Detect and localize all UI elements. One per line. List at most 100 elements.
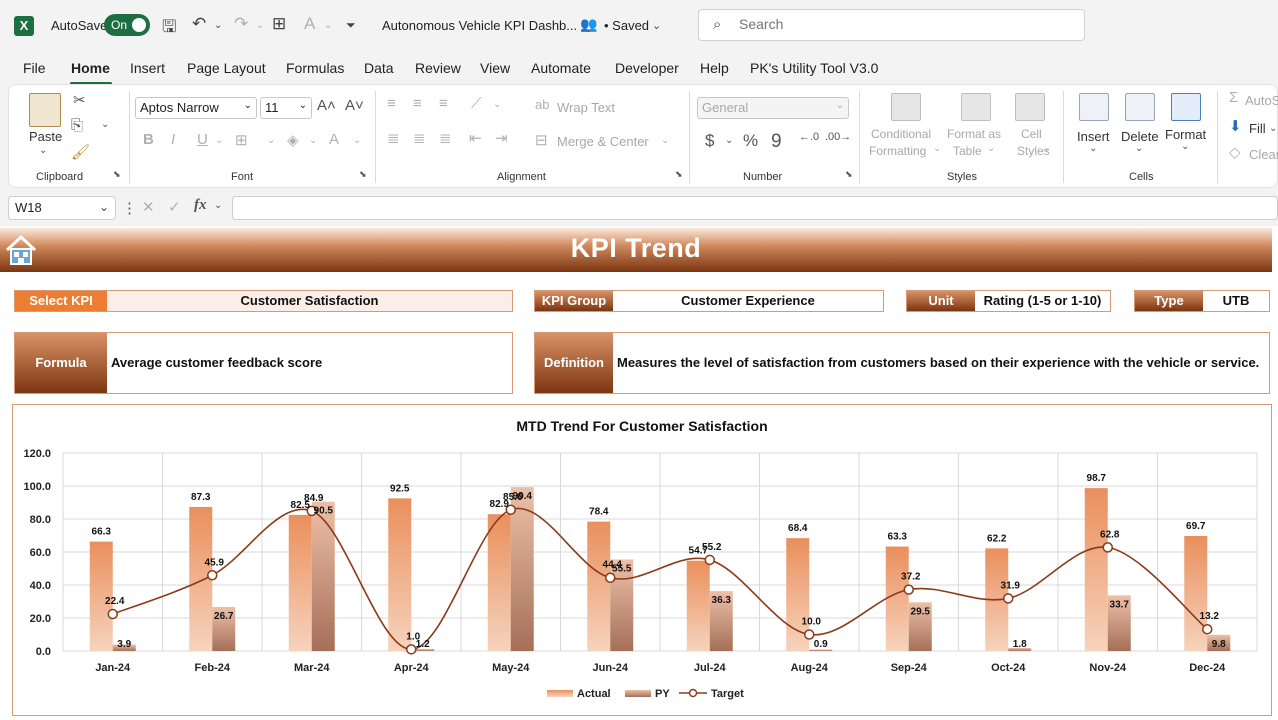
font-size-select[interactable]: 11 ⌄: [260, 97, 312, 119]
number-launcher-icon[interactable]: ⬊: [845, 169, 853, 179]
undo-icon[interactable]: ↶: [192, 14, 207, 33]
wrap-text-icon[interactable]: ab: [535, 97, 550, 112]
fill-dropdown-icon[interactable]: ⌄: [1269, 123, 1278, 134]
font-color-ribbon-icon[interactable]: A: [329, 131, 340, 148]
cancel-entry-icon[interactable]: ✕: [142, 199, 155, 216]
tab-pk-utility[interactable]: PK's Utility Tool V3.0: [750, 60, 879, 76]
tab-review[interactable]: Review: [415, 60, 461, 76]
fill-icon[interactable]: ⬇: [1229, 118, 1242, 135]
align-left-icon[interactable]: ≣: [387, 130, 400, 147]
tab-home[interactable]: Home: [71, 60, 110, 76]
decrease-decimal-icon[interactable]: .00→: [825, 131, 852, 143]
cell-styles-dropdown-icon[interactable]: ⌄: [1043, 143, 1052, 154]
save-icon[interactable]: 🖫: [162, 17, 177, 36]
conditional-formatting-dropdown-icon[interactable]: ⌄: [933, 143, 942, 154]
font-launcher-icon[interactable]: ⬊: [359, 169, 367, 179]
borders-ribbon-icon[interactable]: ⊞: [235, 132, 248, 149]
format-cells-icon[interactable]: [1171, 93, 1201, 121]
more-options-icon[interactable]: ⋮: [122, 200, 137, 217]
format-as-table-dropdown-icon[interactable]: ⌄: [987, 143, 996, 154]
redo-dropdown-icon[interactable]: ⌄: [256, 20, 265, 31]
share-person-icon[interactable]: 👥: [580, 16, 598, 32]
align-middle-icon[interactable]: ≡: [413, 95, 422, 112]
alignment-launcher-icon[interactable]: ⬊: [675, 169, 683, 179]
insert-function-icon[interactable]: fx: [194, 197, 207, 213]
number-format-select[interactable]: General ⌄: [697, 97, 849, 119]
italic-icon[interactable]: I: [171, 131, 176, 148]
delete-cells-icon[interactable]: [1125, 93, 1155, 121]
tab-view[interactable]: View: [480, 60, 511, 76]
currency-dropdown-icon[interactable]: ⌄: [725, 135, 734, 146]
search-input[interactable]: [739, 16, 1059, 32]
tab-formulas[interactable]: Formulas: [286, 60, 345, 76]
font-color-icon[interactable]: A: [304, 14, 316, 33]
confirm-entry-icon[interactable]: ✓: [168, 199, 181, 216]
cell-styles-icon[interactable]: [1015, 93, 1045, 121]
bold-icon[interactable]: B: [143, 131, 154, 148]
tab-file[interactable]: File: [23, 60, 46, 76]
paste-button[interactable]: Paste: [29, 129, 63, 144]
paste-icon[interactable]: [29, 93, 61, 127]
autosum-button[interactable]: AutoS: [1245, 93, 1278, 108]
merge-center-button[interactable]: Merge & Center: [557, 134, 649, 149]
conditional-formatting-line1[interactable]: Conditional: [871, 127, 932, 141]
conditional-formatting-icon[interactable]: [891, 93, 921, 121]
align-bottom-icon[interactable]: ≡: [439, 95, 448, 112]
insert-cells-icon[interactable]: [1079, 93, 1109, 121]
currency-icon[interactable]: $: [705, 131, 715, 150]
name-box[interactable]: W18 ⌄: [8, 196, 116, 220]
conditional-formatting-line2[interactable]: Formatting: [869, 144, 927, 158]
orientation-dropdown-icon[interactable]: ⌄: [493, 99, 502, 110]
increase-decimal-icon[interactable]: ←.0: [799, 131, 820, 143]
font-name-select[interactable]: Aptos Narrow ⌄: [135, 97, 257, 119]
customize-toolbar-icon[interactable]: ⏷: [346, 18, 356, 32]
copy-icon[interactable]: ⎘: [71, 117, 84, 134]
select-kpi-value[interactable]: Customer Satisfaction: [107, 291, 512, 311]
merge-dropdown-icon[interactable]: ⌄: [661, 135, 670, 146]
borders-icon[interactable]: ⊞: [272, 14, 287, 33]
tab-developer[interactable]: Developer: [615, 60, 679, 76]
align-right-icon[interactable]: ≣: [439, 130, 452, 147]
paste-dropdown-icon[interactable]: ⌄: [39, 145, 48, 156]
font-color-dropdown-icon[interactable]: ⌄: [324, 20, 333, 31]
underline-icon[interactable]: U: [197, 131, 208, 148]
format-cells-button[interactable]: Format: [1165, 127, 1207, 142]
undo-dropdown-icon[interactable]: ⌄: [214, 20, 223, 31]
format-as-table-line1[interactable]: Format as: [947, 127, 1002, 141]
increase-font-icon[interactable]: A˄: [317, 97, 336, 114]
tab-insert[interactable]: Insert: [130, 60, 166, 76]
saved-status[interactable]: • Saved: [604, 18, 650, 33]
comma-style-icon[interactable]: 9: [771, 131, 782, 152]
delete-cells-button[interactable]: Delete: [1121, 129, 1159, 144]
format-as-table-icon[interactable]: [961, 93, 991, 121]
delete-cells-dropdown-icon[interactable]: ⌄: [1135, 143, 1144, 154]
format-painter-icon[interactable]: 🖌: [71, 144, 91, 161]
format-cells-dropdown-icon[interactable]: ⌄: [1181, 141, 1190, 152]
percent-icon[interactable]: %: [743, 131, 759, 150]
chart-container[interactable]: MTD Trend For Customer Satisfaction 66.3…: [12, 404, 1272, 716]
font-color-ribbon-dropdown-icon[interactable]: ⌄: [353, 135, 362, 146]
orientation-icon[interactable]: ⟋: [471, 95, 482, 112]
merge-center-icon[interactable]: ⊟: [535, 132, 548, 149]
redo-icon[interactable]: ↷: [234, 14, 249, 33]
tab-data[interactable]: Data: [364, 60, 394, 76]
insert-cells-dropdown-icon[interactable]: ⌄: [1089, 143, 1098, 154]
chart-legend[interactable]: Actual PY Target: [547, 688, 744, 700]
tab-help[interactable]: Help: [700, 60, 729, 76]
insert-cells-button[interactable]: Insert: [1077, 129, 1110, 144]
document-title[interactable]: Autonomous Vehicle KPI Dashb...: [382, 18, 578, 33]
saved-dropdown-icon[interactable]: ⌄: [652, 20, 662, 32]
decrease-font-icon[interactable]: A˅: [345, 97, 364, 114]
clear-icon[interactable]: ◇: [1229, 144, 1241, 161]
select-kpi-field[interactable]: Select KPI Customer Satisfaction: [14, 290, 513, 312]
clear-button[interactable]: Clear: [1249, 147, 1278, 162]
clipboard-launcher-icon[interactable]: ⬊: [113, 169, 121, 179]
fill-color-icon[interactable]: ◈: [287, 132, 299, 149]
decrease-indent-icon[interactable]: ⇤: [469, 130, 482, 147]
autosave-toggle[interactable]: On: [104, 14, 150, 36]
cell-styles-line1[interactable]: Cell: [1021, 127, 1042, 141]
formula-input[interactable]: [232, 196, 1278, 220]
tab-page-layout[interactable]: Page Layout: [187, 60, 266, 76]
cut-icon[interactable]: ✂: [73, 92, 86, 109]
fill-color-dropdown-icon[interactable]: ⌄: [309, 135, 318, 146]
